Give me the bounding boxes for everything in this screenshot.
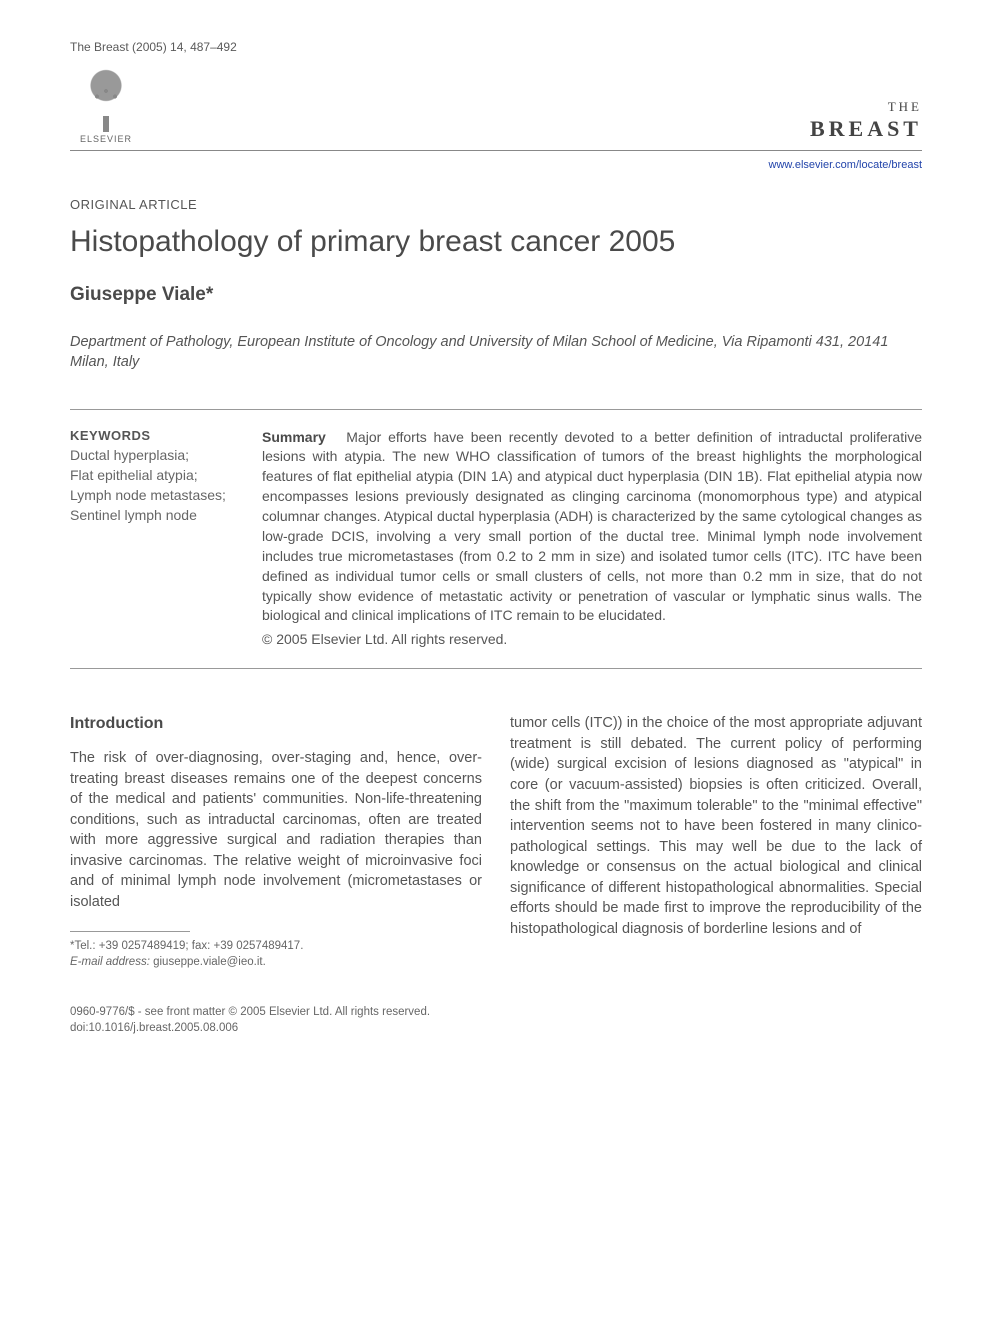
divider-top xyxy=(70,409,922,410)
elsevier-tree-icon xyxy=(76,69,136,124)
footer-front-matter: 0960-9776/$ - see front matter © 2005 El… xyxy=(70,1004,922,1020)
intro-paragraph-2: tumor cells (ITC)) in the choice of the … xyxy=(510,713,922,939)
intro-heading: Introduction xyxy=(70,713,482,736)
footnote-email-label: E-mail address: xyxy=(70,956,150,968)
article-title: Histopathology of primary breast cancer … xyxy=(70,224,922,260)
header-logos: ELSEVIER THE BREAST xyxy=(70,64,922,151)
footnote-contact: *Tel.: +39 0257489419; fax: +39 02574894… xyxy=(70,938,482,954)
abstract-block: KEYWORDS Ductal hyperplasia; Flat epithe… xyxy=(70,428,922,651)
elsevier-logo: ELSEVIER xyxy=(70,64,142,144)
journal-brand-small: THE xyxy=(810,99,922,116)
body-columns: Introduction The risk of over-diagnosing… xyxy=(70,713,922,970)
author-name: Giuseppe Viale* xyxy=(70,284,922,306)
keywords-heading: KEYWORDS xyxy=(70,428,240,443)
journal-url[interactable]: www.elsevier.com/locate/breast xyxy=(70,159,922,171)
journal-reference: The Breast (2005) 14, 487–492 xyxy=(70,40,237,54)
footnote-block: *Tel.: +39 0257489419; fax: +39 02574894… xyxy=(70,938,482,970)
summary-column: Summary Major efforts have been recently… xyxy=(262,428,922,651)
summary-label: Summary xyxy=(262,429,326,445)
keywords-column: KEYWORDS Ductal hyperplasia; Flat epithe… xyxy=(70,428,240,651)
summary-copyright: © 2005 Elsevier Ltd. All rights reserved… xyxy=(262,630,922,650)
divider-bottom xyxy=(70,668,922,669)
footnote-email[interactable]: giuseppe.viale@ieo.it. xyxy=(153,956,266,968)
footer-doi: doi:10.1016/j.breast.2005.08.006 xyxy=(70,1020,922,1036)
article-type: ORIGINAL ARTICLE xyxy=(70,197,922,212)
footnote-rule xyxy=(70,931,190,932)
journal-logo: THE BREAST xyxy=(810,99,922,144)
author-affiliation: Department of Pathology, European Instit… xyxy=(70,332,922,373)
elsevier-text: ELSEVIER xyxy=(80,134,132,144)
footer-matter: 0960-9776/$ - see front matter © 2005 El… xyxy=(70,1004,922,1036)
summary-text: Major efforts have been recently devoted… xyxy=(262,429,922,624)
intro-paragraph-1: The risk of over-diagnosing, over-stagin… xyxy=(70,748,482,913)
journal-brand-main: BREAST xyxy=(810,115,922,144)
keywords-list: Ductal hyperplasia; Flat epithelial atyp… xyxy=(70,445,240,526)
